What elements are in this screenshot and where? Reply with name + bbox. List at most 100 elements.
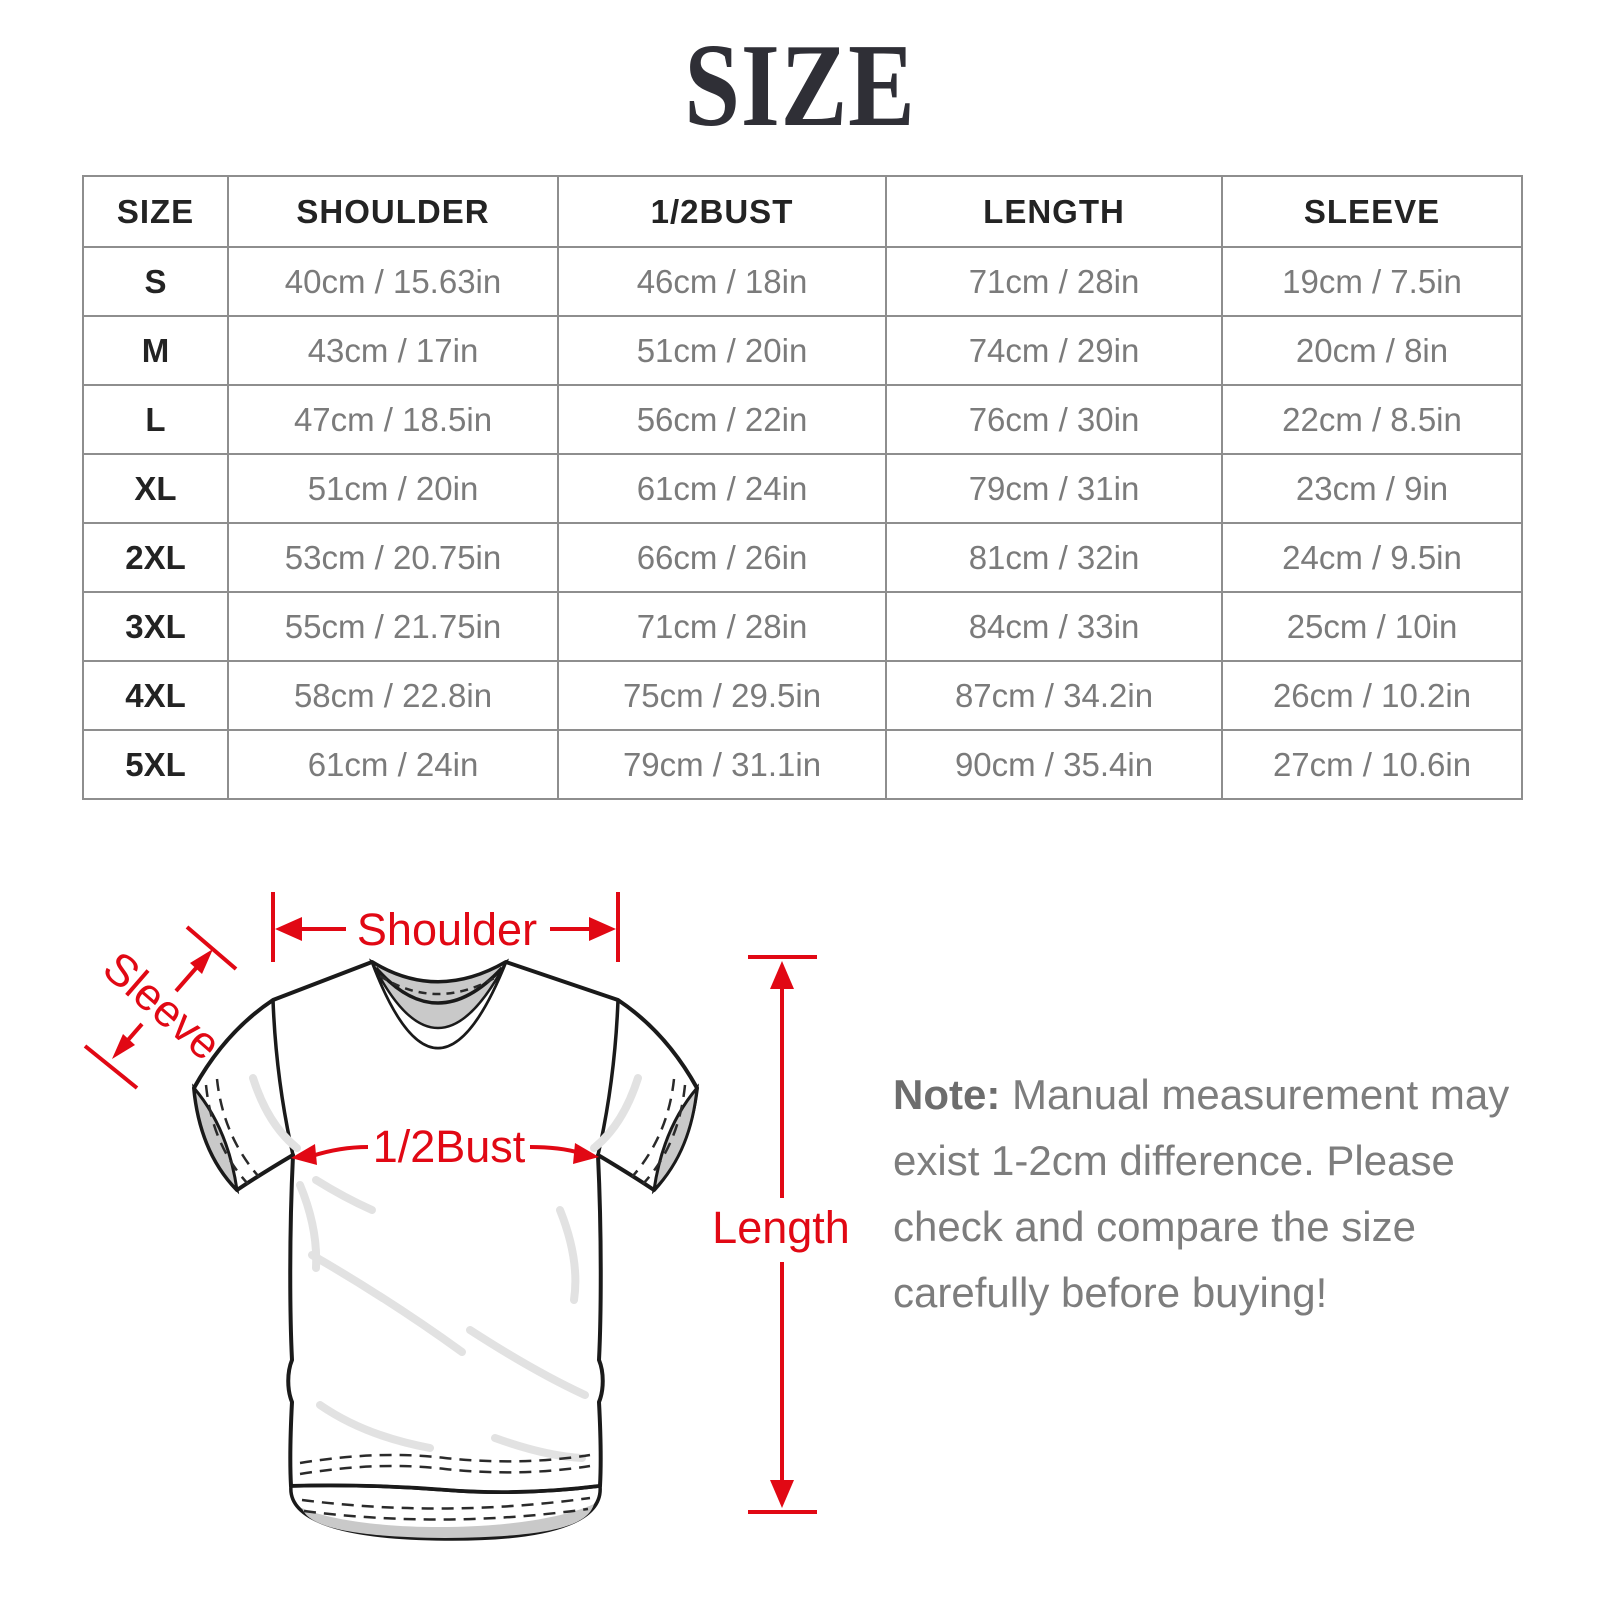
column-header-length: LENGTH	[885, 175, 1223, 248]
hem-front-edge	[290, 1483, 601, 1494]
cell-shoulder: 58cm / 22.8in	[227, 660, 559, 731]
cell-shoulder: 47cm / 18.5in	[227, 384, 559, 455]
table-row: L 47cm / 18.5in 56cm / 22in 76cm / 30in …	[82, 384, 1523, 455]
hem-stitching	[299, 1453, 591, 1465]
shoulder-arrowhead-right	[589, 917, 616, 941]
wrinkle	[556, 1206, 580, 1304]
sleeve-tick-bottom	[83, 1044, 139, 1090]
page-title: SIZE	[684, 19, 916, 151]
column-header-bust: 1/2BUST	[557, 175, 887, 248]
length-label: Length	[712, 1202, 850, 1253]
bust-arrow-shaft	[311, 1145, 369, 1158]
table-row: 4XL 58cm / 22.8in 75cm / 29.5in 87cm / 3…	[82, 660, 1523, 731]
cell-size: XL	[82, 453, 229, 524]
table-row: 2XL 53cm / 20.75in 66cm / 26in 81cm / 32…	[82, 522, 1523, 593]
cell-sleeve: 20cm / 8in	[1221, 315, 1523, 386]
tshirt-diagram: Shoulder Sleeve 1/2Bust Length	[83, 892, 850, 1541]
cell-size: 3XL	[82, 591, 229, 662]
cell-shoulder: 61cm / 24in	[227, 729, 559, 800]
table-row: 3XL 55cm / 21.75in 71cm / 28in 84cm / 33…	[82, 591, 1523, 662]
left-cuff-stitching	[215, 1078, 260, 1178]
column-header-size: SIZE	[82, 175, 229, 248]
table-header-row: SIZE SHOULDER 1/2BUST LENGTH SLEEVE	[82, 175, 1523, 248]
right-cuff-stitching	[631, 1078, 676, 1178]
cell-length: 74cm / 29in	[885, 315, 1223, 386]
cell-length: 84cm / 33in	[885, 591, 1223, 662]
cell-length: 79cm / 31in	[885, 453, 1223, 524]
cell-length: 90cm / 35.4in	[885, 729, 1223, 800]
cell-bust: 51cm / 20in	[557, 315, 887, 386]
cell-sleeve: 27cm / 10.6in	[1221, 729, 1523, 800]
wrinkle	[466, 1326, 589, 1399]
cell-shoulder: 55cm / 21.75in	[227, 591, 559, 662]
shoulder-label: Shoulder	[357, 904, 537, 955]
cell-size: 5XL	[82, 729, 229, 800]
wrinkle	[312, 1176, 376, 1214]
collar-band	[370, 961, 508, 1050]
note-line: exist 1-2cm difference. Please	[893, 1137, 1455, 1184]
note-line: check and compare the size	[893, 1203, 1416, 1250]
sleeve-arrow-shaft	[174, 965, 199, 993]
shoulder-arrowhead-left	[275, 917, 302, 941]
cell-size: 2XL	[82, 522, 229, 593]
table-row: 5XL 61cm / 24in 79cm / 31.1in 90cm / 35.…	[82, 729, 1523, 800]
length-arrowhead-top	[770, 961, 794, 989]
hem-stitching	[299, 1464, 591, 1476]
cell-bust: 75cm / 29.5in	[557, 660, 887, 731]
cell-length: 71cm / 28in	[885, 246, 1223, 317]
cell-sleeve: 19cm / 7.5in	[1221, 246, 1523, 317]
sleeve-arrowhead-top	[190, 949, 213, 974]
note-line: Note: Manual measurement may	[893, 1062, 1513, 1128]
table-row: M 43cm / 17in 51cm / 20in 74cm / 29in 20…	[82, 315, 1523, 386]
note-line: carefully before buying!	[893, 1269, 1328, 1316]
cell-sleeve: 23cm / 9in	[1221, 453, 1523, 524]
wrinkle	[308, 1251, 466, 1356]
cell-shoulder: 51cm / 20in	[227, 453, 559, 524]
hem-stitching	[301, 1496, 591, 1510]
cell-bust: 61cm / 24in	[557, 453, 887, 524]
cell-bust: 66cm / 26in	[557, 522, 887, 593]
hem-inner-shadow	[302, 1504, 594, 1538]
cell-bust: 71cm / 28in	[557, 591, 887, 662]
sleeve-arrow-shaft	[126, 1022, 144, 1042]
column-header-sleeve: SLEEVE	[1221, 175, 1523, 248]
note-text: Manual measurement may	[1012, 1071, 1510, 1118]
cell-bust: 46cm / 18in	[557, 246, 887, 317]
column-header-shoulder: SHOULDER	[227, 175, 559, 248]
measurement-note: Note: Manual measurement may exist 1-2cm…	[893, 1062, 1513, 1326]
bust-arrowhead-right	[573, 1143, 599, 1164]
cell-length: 76cm / 30in	[885, 384, 1223, 455]
cell-sleeve: 24cm / 9.5in	[1221, 522, 1523, 593]
table-row: S 40cm / 15.63in 46cm / 18in 71cm / 28in…	[82, 246, 1523, 317]
bust-label: 1/2Bust	[373, 1121, 526, 1172]
cell-size: S	[82, 246, 229, 317]
size-table: SIZE SHOULDER 1/2BUST LENGTH SLEEVE S 40…	[82, 175, 1523, 800]
cell-shoulder: 53cm / 20.75in	[227, 522, 559, 593]
cell-shoulder: 40cm / 15.63in	[227, 246, 559, 317]
wrinkle	[590, 1074, 642, 1152]
hem-stitching	[303, 1507, 589, 1521]
sleeve-tick-top	[185, 925, 238, 971]
wrinkle	[491, 1434, 586, 1462]
cell-size: M	[82, 315, 229, 386]
wrinkle	[249, 1074, 301, 1152]
sleeve-label: Sleeve	[94, 941, 231, 1070]
cell-bust: 79cm / 31.1in	[557, 729, 887, 800]
cell-size: L	[82, 384, 229, 455]
table-row: XL 51cm / 20in 61cm / 24in 79cm / 31in 2…	[82, 453, 1523, 524]
cell-shoulder: 43cm / 17in	[227, 315, 559, 386]
cell-sleeve: 25cm / 10in	[1221, 591, 1523, 662]
note-label: Note:	[893, 1071, 1001, 1118]
cell-length: 87cm / 34.2in	[885, 660, 1223, 731]
cell-bust: 56cm / 22in	[557, 384, 887, 455]
wrinkle	[316, 1401, 434, 1452]
collar-stitching	[379, 974, 499, 996]
bust-arrowhead-left	[291, 1144, 317, 1165]
sleeve-arrowhead-bottom	[112, 1034, 135, 1059]
cell-length: 81cm / 32in	[885, 522, 1223, 593]
cell-sleeve: 22cm / 8.5in	[1221, 384, 1523, 455]
length-arrowhead-bottom	[770, 1480, 794, 1508]
cell-sleeve: 26cm / 10.2in	[1221, 660, 1523, 731]
cell-size: 4XL	[82, 660, 229, 731]
